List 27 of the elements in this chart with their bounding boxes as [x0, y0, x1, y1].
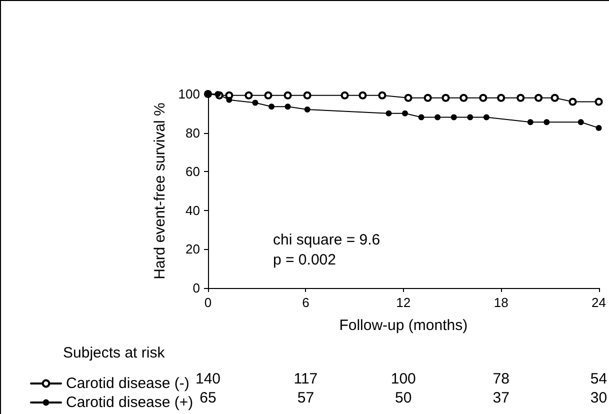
text: 100	[390, 370, 416, 388]
text: 50	[395, 390, 412, 406]
text: Subjects at risk	[63, 344, 166, 362]
text: 54	[590, 370, 608, 388]
text: 140	[195, 370, 221, 388]
text: 78	[492, 370, 510, 388]
x-tick-label: 12	[396, 295, 411, 310]
x-tick-label: 24	[592, 295, 606, 310]
text: 37	[492, 390, 510, 406]
legend-label: Carotid disease (+)	[66, 394, 194, 411]
x-axis-title: Follow-up (months)	[339, 317, 468, 334]
text: 57	[297, 390, 314, 406]
text: 65	[200, 390, 216, 406]
text: 30	[590, 390, 608, 406]
y-tick-label: 40	[186, 202, 200, 218]
text: 117	[294, 370, 318, 388]
y-tick-label: 80	[186, 125, 200, 140]
y-axis-title: Hard event-free survival %	[151, 102, 168, 280]
x-tick-label: 6	[302, 295, 310, 310]
y-tick-label: 60	[186, 164, 200, 180]
x-tick-label: 18	[494, 295, 508, 310]
y-tick-label: 20	[186, 242, 200, 257]
x-tick-label: 0	[204, 295, 212, 310]
legend-label: Carotid disease (-)	[66, 375, 190, 392]
y-tick-label: 100	[178, 86, 200, 102]
annotation: chi square = 9.6 p = 0.002	[273, 232, 380, 268]
y-tick-label: 0	[192, 280, 200, 296]
